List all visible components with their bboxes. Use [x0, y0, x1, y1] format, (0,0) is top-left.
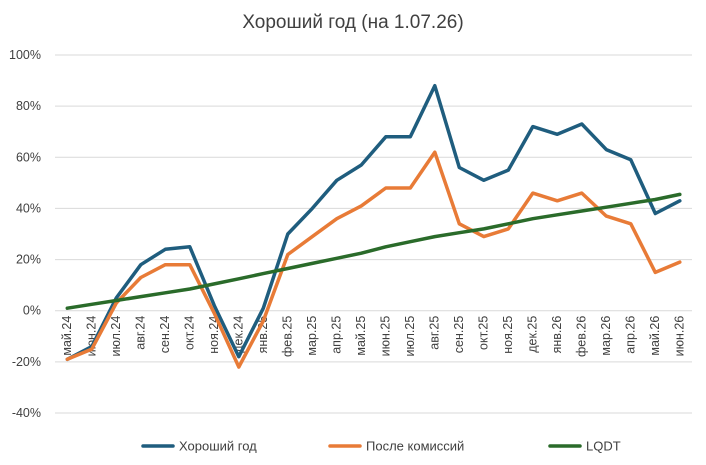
x-tick-label: сен.25	[452, 316, 466, 354]
x-tick-label: апр.25	[330, 316, 344, 354]
legend-label: Хороший год	[179, 439, 257, 454]
x-tick-label: май.25	[354, 316, 368, 356]
x-tick-label: июн.26	[673, 316, 687, 357]
y-axis-tick-labels: -40% -20% 0% 20% 40% 60% 80% 100%	[9, 48, 41, 420]
legend: Хороший год После комиссий LQDT	[141, 439, 621, 454]
x-tick-label: июл.25	[403, 316, 417, 357]
y-tick-label: 20%	[16, 253, 41, 267]
y-tick-label: -20%	[12, 355, 41, 369]
x-tick-label: окт.25	[477, 316, 491, 350]
x-tick-label: мар.26	[599, 316, 613, 356]
x-tick-label: окт.24	[183, 316, 197, 350]
x-tick-label: авг.25	[428, 316, 442, 350]
series-line-2	[65, 192, 682, 310]
y-tick-label: 60%	[16, 150, 41, 164]
gridlines	[55, 54, 692, 414]
y-tick-label: 0%	[23, 304, 41, 318]
x-tick-label: фев.25	[281, 316, 295, 357]
x-tick-label: май.26	[648, 316, 662, 356]
series-line-1	[65, 150, 682, 369]
x-tick-label: дек.25	[526, 316, 540, 353]
chart-title: Хороший год (на 1.07.26)	[242, 12, 463, 33]
y-tick-label: -40%	[12, 406, 41, 420]
series-lines	[65, 83, 682, 369]
x-tick-label: ноя.25	[501, 316, 515, 354]
x-tick-label: дек.24	[232, 316, 246, 353]
y-tick-label: 40%	[16, 201, 41, 215]
legend-label: После комиссий	[366, 439, 464, 454]
x-tick-label: июл.24	[109, 316, 123, 357]
x-tick-label: сен.24	[158, 316, 172, 354]
series-line-0	[65, 83, 682, 362]
y-tick-label: 80%	[16, 99, 41, 113]
x-tick-label: фев.26	[575, 316, 589, 357]
x-tick-label: авг.24	[134, 316, 148, 350]
y-tick-label: 100%	[9, 48, 41, 62]
legend-label: LQDT	[586, 439, 621, 454]
x-tick-label: мар.25	[305, 316, 319, 356]
x-tick-label: ноя.24	[207, 316, 221, 354]
x-tick-label: июн.25	[379, 316, 393, 357]
x-axis-tick-labels: май.24 июн.24 июл.24 авг.24 сен.24 окт.24 ноя.…	[60, 316, 687, 357]
x-tick-label: янв.26	[550, 316, 564, 354]
x-tick-label: апр.26	[624, 316, 638, 354]
x-tick-label: май.24	[60, 316, 74, 356]
